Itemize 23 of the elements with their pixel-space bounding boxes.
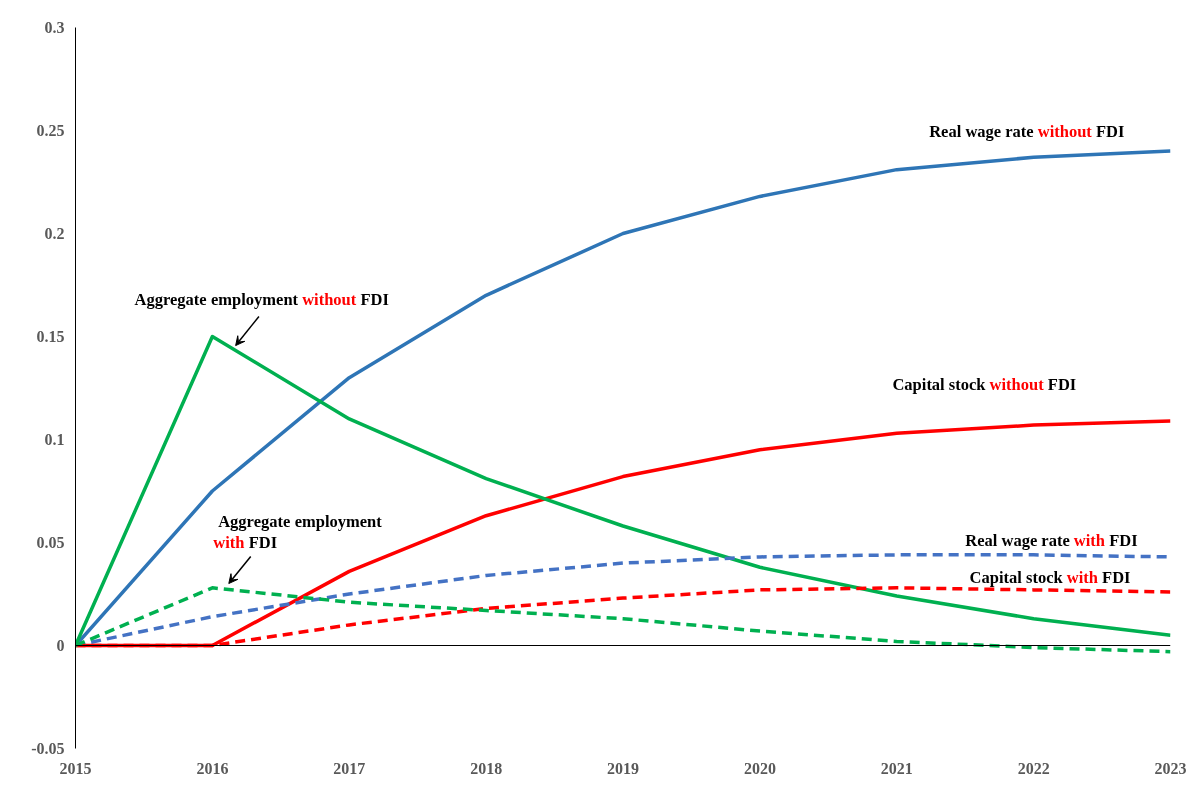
- series-label: Capital stock with FDI: [969, 568, 1131, 588]
- y-tick-label: 0.1: [44, 431, 65, 448]
- text: Aggregate employment with FDI: [213, 512, 382, 552]
- y-tick-label: 0.15: [36, 328, 65, 345]
- y-tick-label: 0.2: [44, 225, 65, 242]
- x-tick-label: 2020: [743, 759, 776, 777]
- x-tick-label: 2022: [1017, 759, 1050, 777]
- series-label: Real wage rate without FDI: [929, 122, 1125, 142]
- x-tick-label: 2019: [607, 759, 639, 777]
- series-label: Capital stock without FDI: [892, 375, 1077, 394]
- y-tick-label: 0.25: [36, 122, 65, 139]
- series-label: Real wage rate with FDI: [965, 530, 1138, 550]
- x-tick-label: 2023: [1154, 759, 1187, 777]
- x-tick-label: 2016: [196, 759, 229, 777]
- y-tick-label: 0.05: [36, 534, 65, 551]
- text: Aggregate employment without FDI: [134, 289, 389, 309]
- y-tick-label: 0: [56, 637, 65, 654]
- x-tick-label: 2021: [880, 759, 913, 777]
- y-tick-label: -0.05: [31, 740, 65, 757]
- x-tick-label: 2017: [333, 759, 366, 777]
- x-tick-label: 2015: [59, 759, 92, 777]
- y-tick-label: 0.3: [44, 19, 65, 36]
- x-tick-label: 2018: [470, 759, 503, 777]
